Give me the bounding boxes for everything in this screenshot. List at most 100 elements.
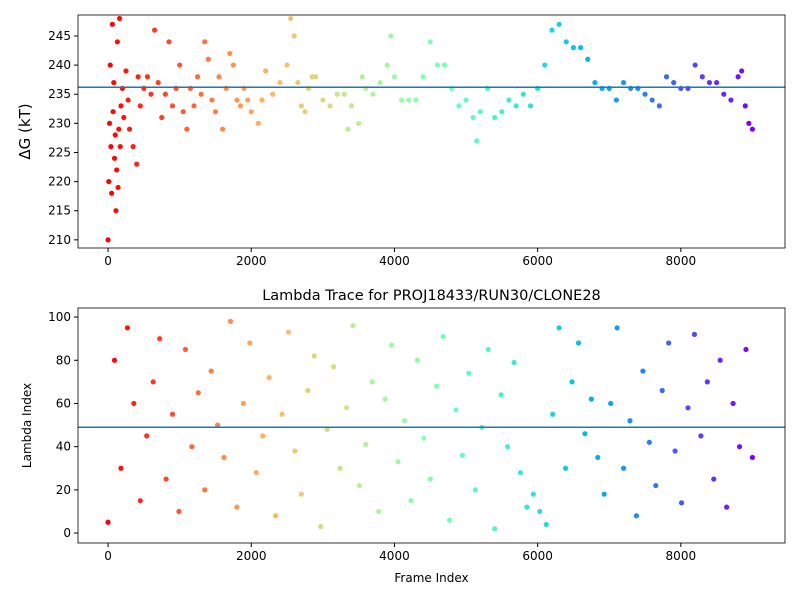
- point: [114, 39, 120, 45]
- point: [671, 79, 677, 86]
- point: [513, 103, 519, 109]
- point: [215, 422, 221, 428]
- point: [517, 469, 524, 476]
- point: [359, 74, 365, 80]
- point: [109, 21, 115, 27]
- x-tick-label: 8000: [666, 549, 697, 563]
- point: [550, 411, 556, 417]
- x-tick-label: 0: [104, 254, 112, 268]
- point: [659, 387, 665, 394]
- point: [302, 109, 308, 115]
- point: [177, 62, 183, 68]
- point: [570, 45, 577, 51]
- point: [124, 325, 131, 331]
- point: [356, 482, 362, 489]
- point: [692, 62, 698, 68]
- point: [699, 74, 705, 80]
- point: [247, 340, 253, 346]
- point: [420, 74, 426, 80]
- point: [492, 526, 498, 532]
- y-tick-label: 0: [63, 526, 71, 540]
- x-tick-label: 2000: [236, 549, 267, 563]
- point: [341, 91, 347, 97]
- point: [152, 27, 158, 33]
- x-tick-label: 4000: [379, 549, 410, 563]
- point: [556, 21, 562, 27]
- point: [135, 74, 141, 80]
- point: [406, 97, 412, 103]
- point: [212, 109, 219, 115]
- point: [337, 465, 343, 471]
- point: [463, 97, 469, 103]
- point: [227, 318, 234, 324]
- point: [363, 441, 369, 448]
- point: [592, 79, 598, 86]
- point: [113, 208, 119, 214]
- point: [162, 91, 168, 97]
- point: [318, 523, 324, 530]
- point: [530, 491, 536, 497]
- x-tick-label: 6000: [522, 254, 553, 268]
- point: [112, 132, 118, 138]
- point: [506, 97, 512, 103]
- point: [698, 433, 704, 439]
- point: [266, 374, 272, 381]
- point: [749, 454, 756, 461]
- point: [376, 508, 382, 515]
- x-axis-label: Frame Index: [394, 571, 468, 585]
- point: [369, 379, 375, 385]
- point: [742, 103, 748, 109]
- point: [472, 487, 478, 493]
- point: [735, 74, 741, 80]
- point: [520, 91, 526, 97]
- point: [408, 498, 414, 504]
- point: [137, 498, 143, 504]
- point: [459, 452, 466, 458]
- point: [111, 155, 118, 161]
- x-tick-label: 0: [104, 549, 112, 563]
- point: [111, 357, 118, 363]
- point: [640, 368, 646, 374]
- point: [556, 325, 562, 331]
- point: [176, 508, 182, 515]
- point: [117, 144, 123, 150]
- point: [413, 97, 419, 103]
- point: [255, 120, 262, 126]
- point: [642, 91, 648, 97]
- point: [134, 161, 140, 167]
- point: [350, 323, 356, 329]
- point: [343, 405, 350, 411]
- point: [191, 103, 197, 109]
- point: [401, 418, 408, 424]
- point: [470, 114, 476, 121]
- point: [421, 435, 427, 441]
- point: [633, 513, 640, 519]
- point: [327, 103, 333, 109]
- point: [205, 56, 211, 62]
- point: [563, 39, 569, 45]
- point: [356, 120, 362, 126]
- point: [569, 379, 575, 385]
- point: [115, 184, 121, 191]
- point: [724, 504, 730, 510]
- point: [608, 400, 614, 407]
- point: [646, 439, 652, 445]
- point: [746, 120, 752, 126]
- point: [370, 91, 376, 97]
- point: [739, 68, 745, 74]
- point: [298, 491, 304, 497]
- point: [123, 68, 129, 74]
- point: [106, 120, 113, 126]
- point: [169, 103, 176, 109]
- point: [144, 74, 151, 80]
- point: [234, 97, 240, 103]
- point: [262, 68, 269, 74]
- point: [144, 433, 150, 439]
- point: [259, 97, 265, 103]
- point: [295, 79, 301, 86]
- y-tick-label: 245: [48, 29, 71, 43]
- y-axis-label: Lambda Index: [20, 383, 34, 468]
- point: [324, 426, 330, 432]
- y-tick-label: 240: [48, 58, 71, 72]
